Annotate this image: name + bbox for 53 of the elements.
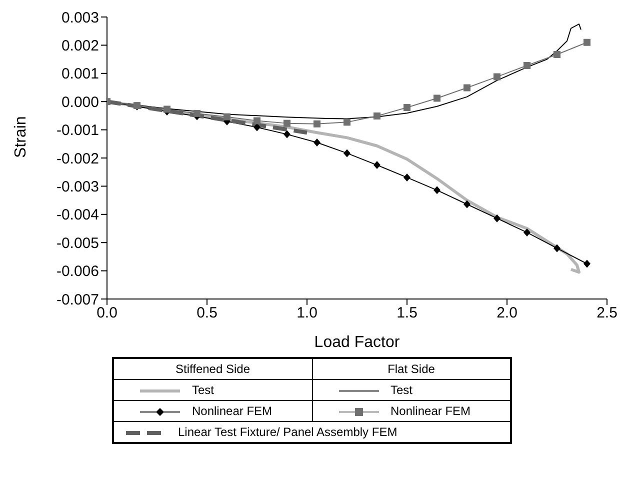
point — [584, 260, 590, 268]
legend-label: Nonlinear FEM — [312, 400, 511, 422]
point — [464, 200, 470, 208]
legend-label: Test — [312, 380, 511, 400]
x-axis-title: Load Factor — [314, 334, 400, 351]
text: Flat Side — [312, 358, 511, 380]
x-tick-label: 1.0 — [296, 304, 318, 322]
point — [404, 104, 410, 112]
y-tick-label: 0.003 — [61, 9, 99, 26]
point — [254, 117, 260, 124]
y-tick-label: 0.000 — [61, 94, 99, 111]
x-tick-label: 1.5 — [396, 304, 418, 322]
point — [554, 244, 560, 252]
y-tick-label: -0.001 — [56, 122, 99, 140]
point — [374, 161, 380, 170]
point — [434, 186, 440, 194]
point — [284, 130, 290, 138]
point — [284, 120, 290, 127]
point — [494, 73, 500, 80]
point — [344, 118, 350, 126]
point — [404, 173, 410, 182]
y-tick-label: -0.004 — [56, 206, 99, 224]
y-tick-label: -0.002 — [56, 150, 99, 168]
point — [524, 228, 530, 236]
point — [194, 110, 200, 117]
legend-label: Linear Test Fixture/ Panel Assembly FEM — [113, 422, 511, 443]
x-tick-label: 2.0 — [496, 304, 518, 322]
y-tick-label: 0.002 — [61, 38, 99, 55]
point — [464, 84, 470, 92]
legend-label: Nonlinear FEM — [113, 400, 312, 422]
point — [494, 214, 500, 222]
point — [254, 123, 260, 132]
point — [374, 112, 380, 120]
point — [524, 62, 530, 70]
text: Stiffened Side — [113, 358, 312, 380]
x-tick-label: 0.5 — [196, 304, 218, 322]
point — [554, 51, 560, 58]
y-tick-label: -0.005 — [56, 234, 99, 252]
point — [314, 138, 320, 146]
y-tick-label: 0.001 — [61, 66, 99, 83]
y-tick-label: -0.006 — [56, 263, 99, 280]
point — [344, 149, 350, 158]
x-tick-label: 2.5 — [596, 304, 618, 322]
point — [164, 106, 170, 113]
legend-label: Test — [113, 380, 312, 400]
point — [584, 38, 590, 46]
point — [224, 113, 230, 120]
y-axis-title: Strain — [12, 116, 30, 158]
point — [314, 120, 320, 128]
y-tick-label: -0.003 — [56, 178, 99, 196]
point — [434, 94, 440, 102]
x-tick-label: 0.0 — [96, 304, 118, 322]
y-tick-label: -0.007 — [56, 291, 99, 308]
